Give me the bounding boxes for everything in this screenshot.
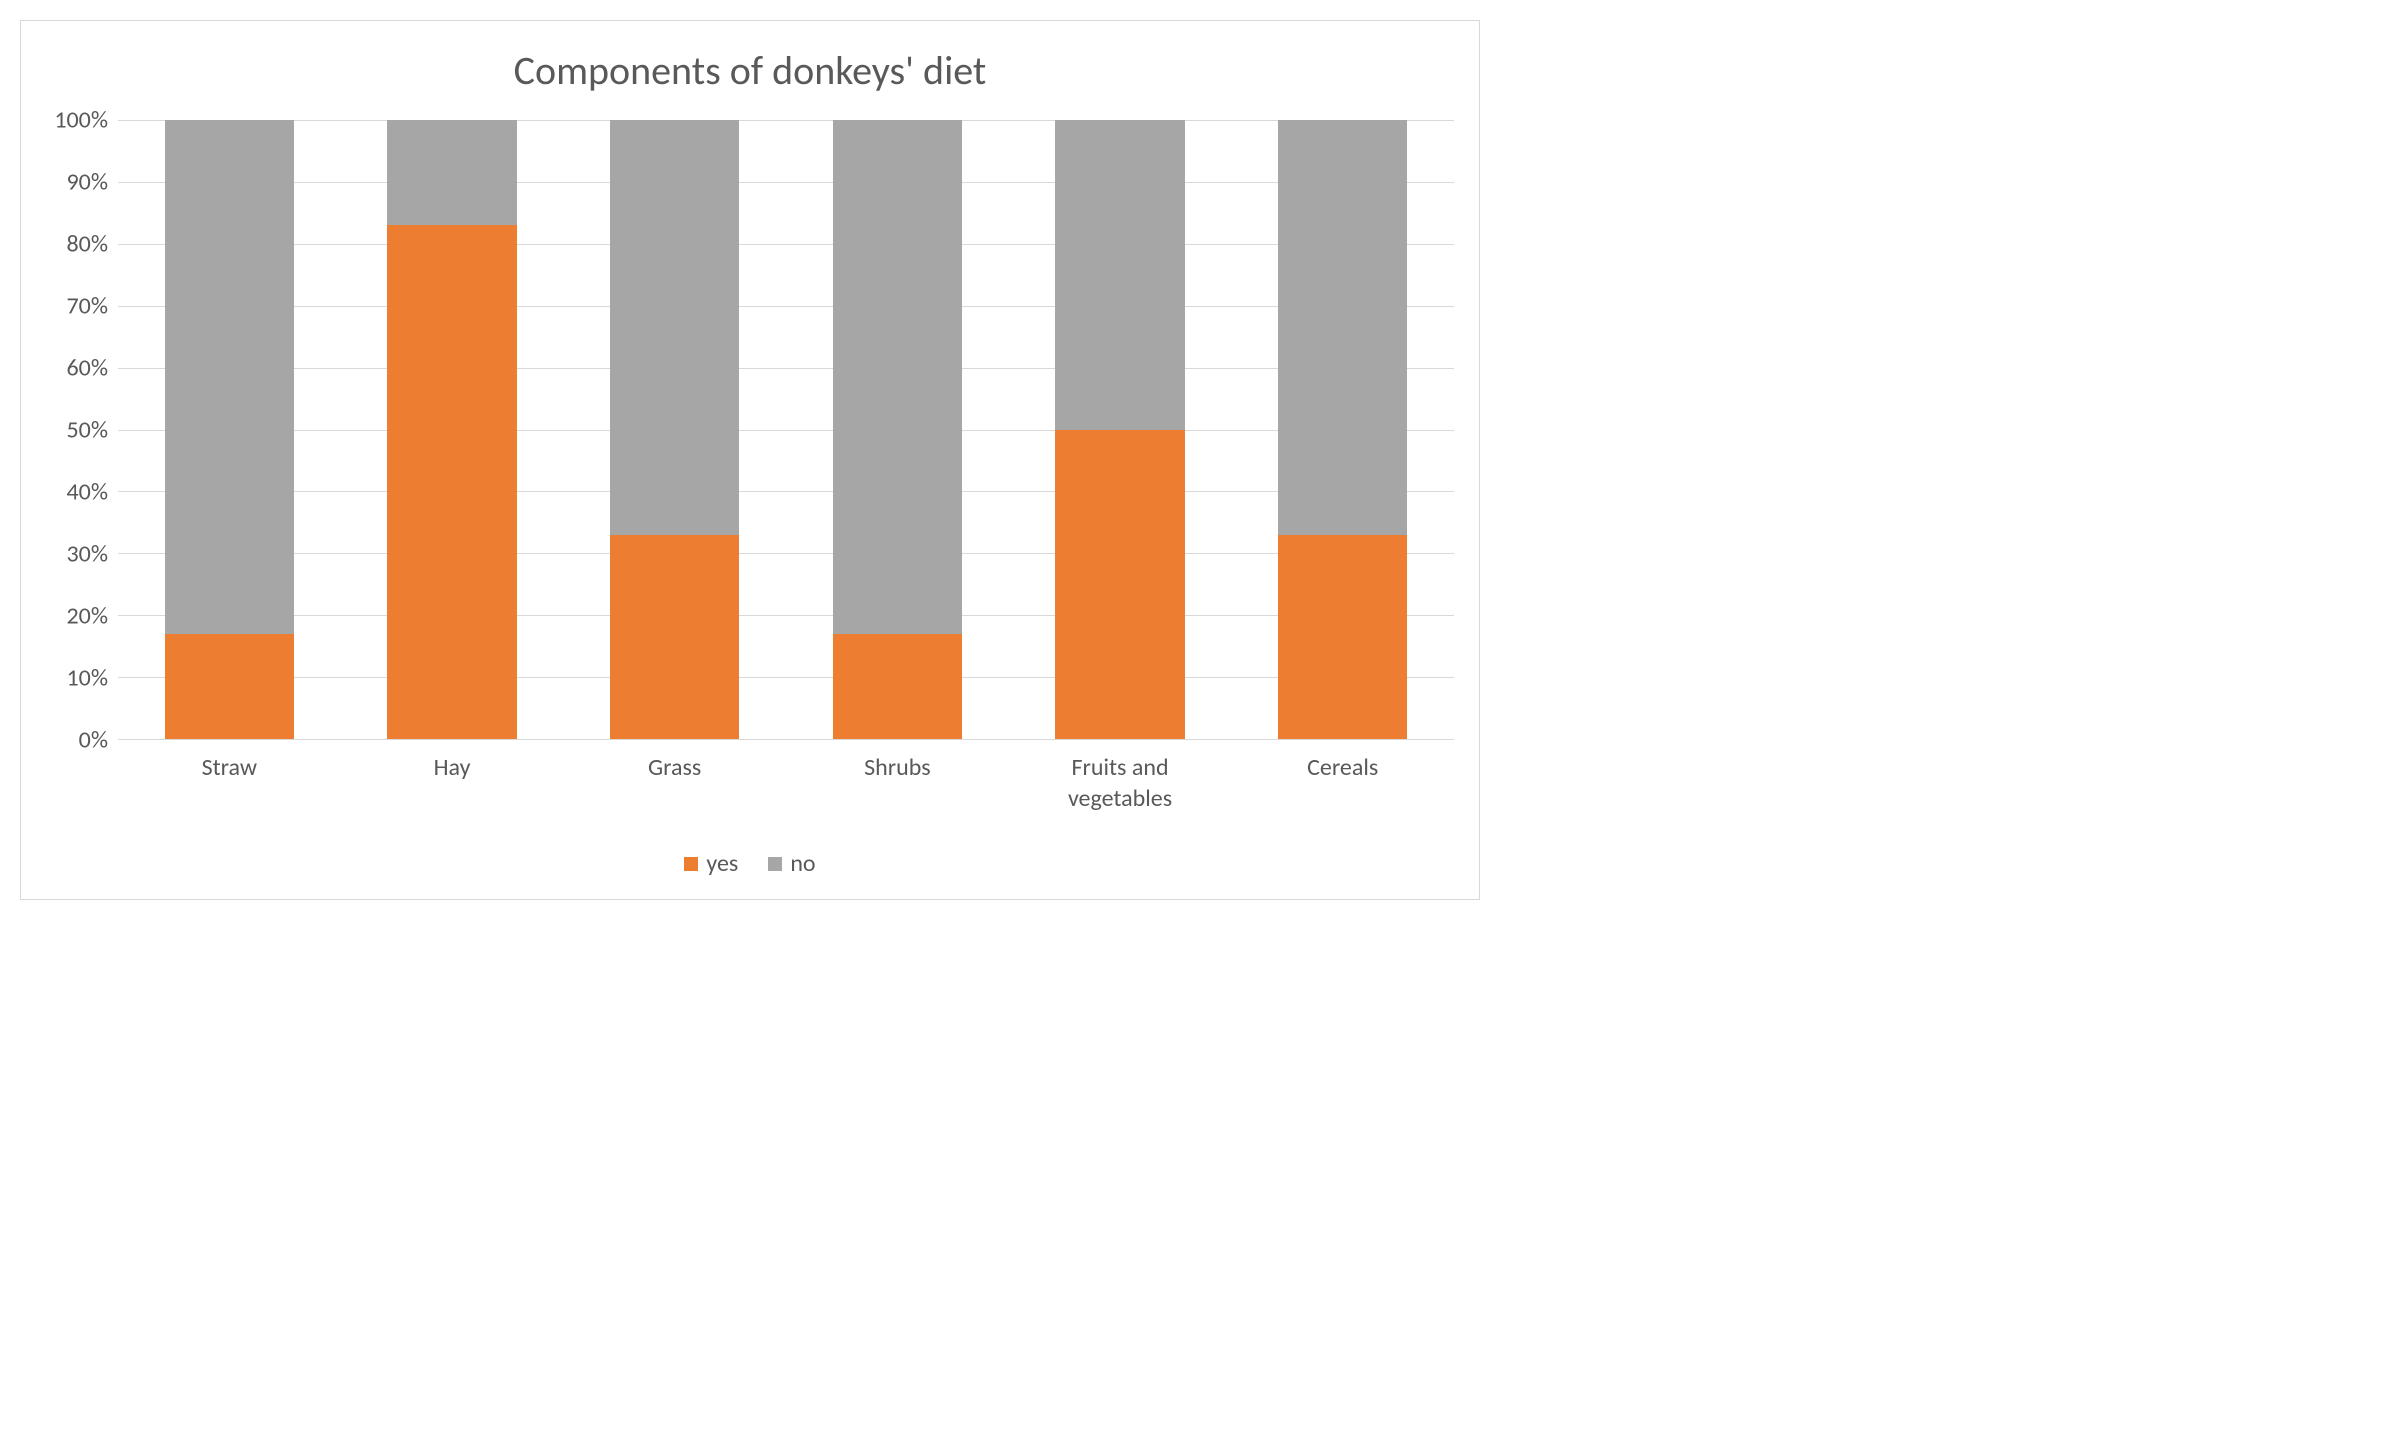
x-tick-label: Shrubs <box>786 740 1009 814</box>
y-tick-label: 60% <box>67 354 108 383</box>
bar-slot <box>786 120 1009 739</box>
bar-segment-yes <box>1278 535 1407 739</box>
x-axis: StrawHayGrassShrubsFruits andvegetablesC… <box>46 740 1454 814</box>
chart-title: Components of donkeys' diet <box>46 46 1454 95</box>
bar-segment-yes <box>165 634 294 739</box>
y-axis: 100%90%80%70%60%50%40%30%20%10%0% <box>46 120 118 740</box>
legend-item: no <box>768 849 815 878</box>
x-tick-label: Grass <box>563 740 786 814</box>
y-tick-label: 0% <box>79 726 108 755</box>
legend-label: yes <box>706 849 738 878</box>
chart-container: Components of donkeys' diet 100% 90% 80% 70… <box>20 20 1480 900</box>
bar <box>1278 120 1407 739</box>
bar <box>833 120 962 739</box>
bar-slot <box>1231 120 1454 739</box>
legend: yes no <box>46 849 1454 878</box>
bars-layer <box>118 120 1454 739</box>
y-tick-label: 30% <box>67 540 108 569</box>
bar <box>1055 120 1184 739</box>
bar-segment-yes <box>610 535 739 739</box>
x-tick-label: Straw <box>118 740 341 814</box>
bar-slot <box>118 120 341 739</box>
bar-slot <box>341 120 564 739</box>
bar-segment-no <box>165 120 294 634</box>
plot-area <box>118 120 1454 740</box>
y-tick-label: 90% <box>67 168 108 197</box>
bar-slot <box>563 120 786 739</box>
legend-item: yes <box>684 849 738 878</box>
x-axis-labels: StrawHayGrassShrubsFruits andvegetablesC… <box>118 740 1454 814</box>
y-tick-label: 70% <box>67 292 108 321</box>
legend-label: no <box>790 849 815 878</box>
y-tick-label: 100% <box>54 106 108 135</box>
bar-segment-yes <box>1055 430 1184 740</box>
bar-segment-yes <box>387 225 516 739</box>
y-tick-label: 20% <box>67 602 108 631</box>
bar-segment-yes <box>833 634 962 739</box>
bar <box>165 120 294 739</box>
y-tick-label: 40% <box>67 478 108 507</box>
y-tick-label: 50% <box>67 416 108 445</box>
bar-segment-no <box>610 120 739 535</box>
gridline <box>118 739 1454 740</box>
legend-swatch <box>684 857 698 871</box>
bar-segment-no <box>387 120 516 225</box>
bar <box>610 120 739 739</box>
x-tick-label: Hay <box>341 740 564 814</box>
y-tick-label: 80% <box>67 230 108 259</box>
bar <box>387 120 516 739</box>
x-tick-label: Cereals <box>1231 740 1454 814</box>
legend-swatch <box>768 857 782 871</box>
bar-slot <box>1009 120 1232 739</box>
x-tick-label: Fruits andvegetables <box>1009 740 1232 814</box>
bar-segment-no <box>1055 120 1184 430</box>
bar-segment-no <box>1278 120 1407 535</box>
bar-segment-no <box>833 120 962 634</box>
y-tick-label: 10% <box>67 664 108 693</box>
plot-wrapper: 100%90%80%70%60%50%40%30%20%10%0% <box>46 120 1454 740</box>
